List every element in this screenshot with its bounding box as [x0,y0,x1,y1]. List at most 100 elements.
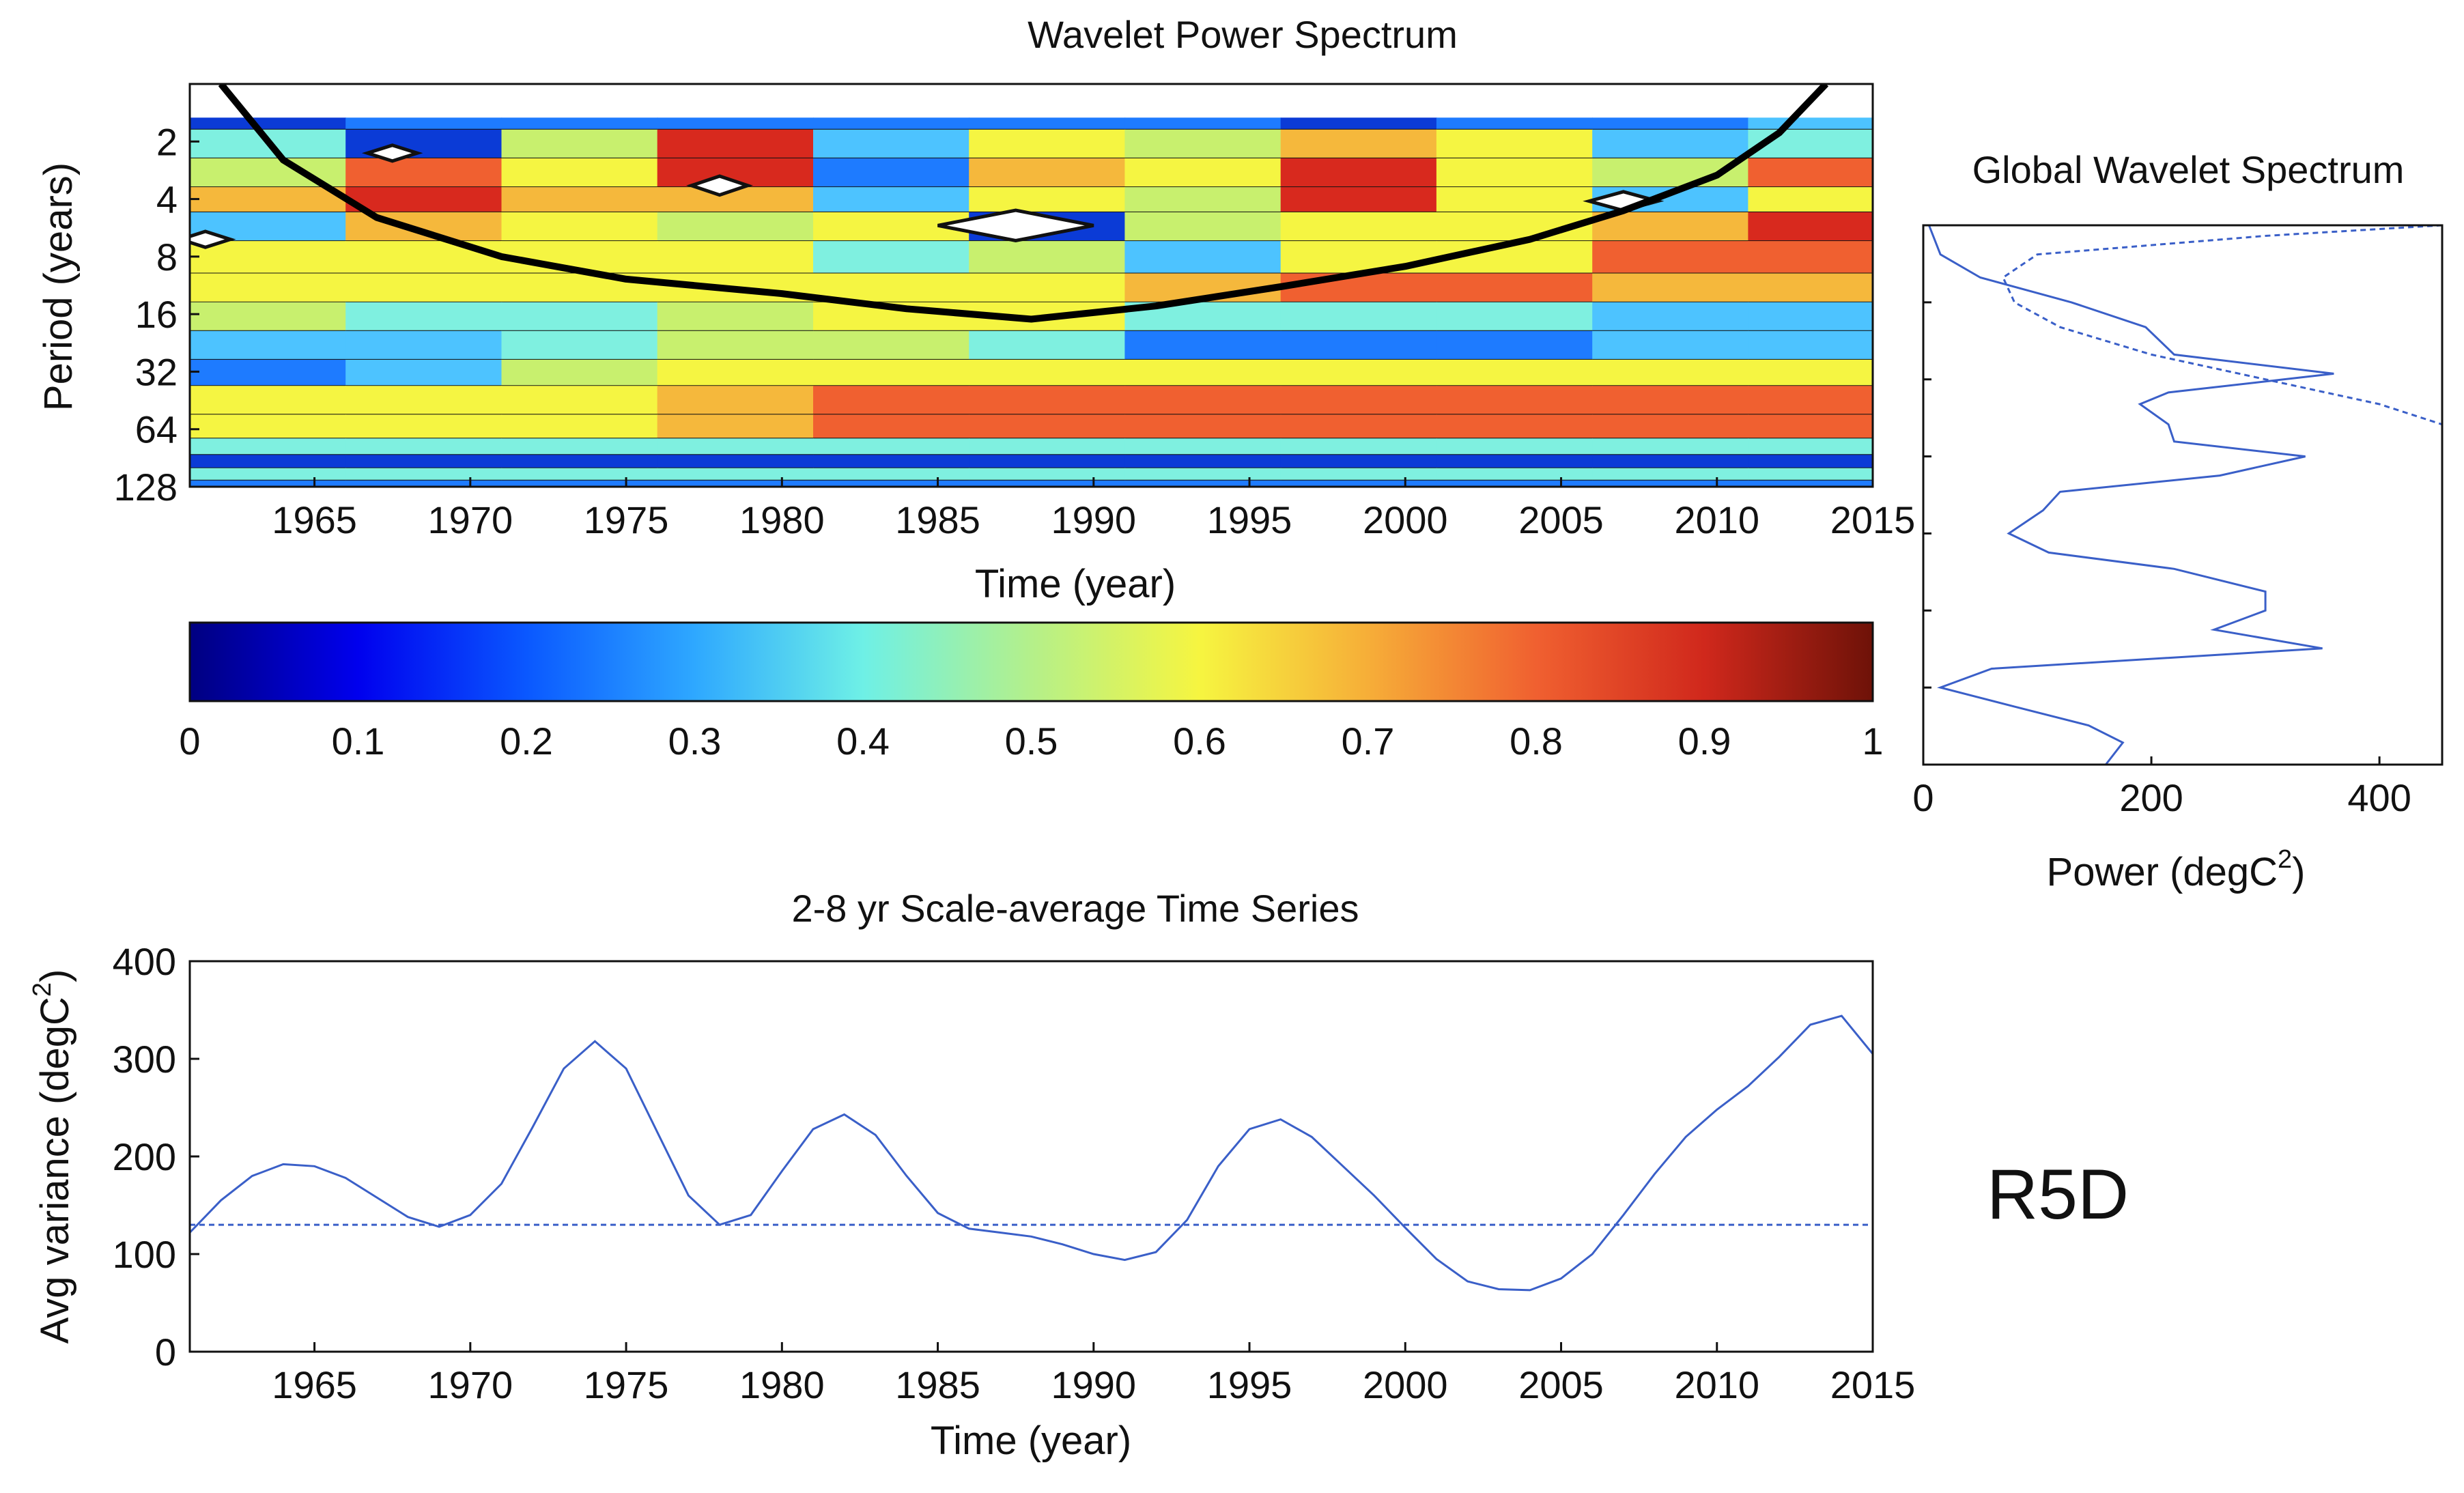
heatmap-cell [190,241,346,274]
heatmap-cell [345,117,502,130]
global-significance-line [2002,224,2443,426]
heatmap-cell [1748,330,1873,360]
global-x-tick-label: 200 [2119,776,2183,819]
heatmap-cell [1748,158,1873,188]
heatmap-cell [1124,158,1281,188]
heatmap-cell [501,480,658,487]
wavelet-x-tick-label: 2015 [1830,498,1916,541]
wavelet-x-tick-label: 1980 [739,498,825,541]
heatmap-cell [345,468,502,481]
heatmap-cell [1124,117,1281,130]
heatmap-cell [1748,187,1873,213]
heatmap-cell [1436,386,1593,416]
wavelet-heatmap [190,84,1873,487]
heatmap-cell [969,117,1126,130]
heatmap-cell [190,386,346,416]
colorbar-tick-label: 1 [1862,720,1883,763]
global-series [1928,224,2443,765]
heatmap-cell [345,480,502,487]
heatmap-cell [657,386,814,416]
global-wavelet-panel: Global Wavelet Spectrum 0 200 400 Power (d… [1912,148,2444,894]
heatmap-cell [190,438,346,456]
scale-average-y-tick-label: 200 [113,1135,176,1178]
heatmap-cell [1436,468,1593,481]
heatmap-cell [1748,241,1873,274]
significance-contour [686,174,753,197]
wavelet-y-tick-label: 64 [135,408,178,451]
heatmap-cell [969,480,1126,487]
global-y-ticks [1923,301,1931,689]
wavelet-power-panel: Wavelet Power Spectrum 2 4 8 16 32 64 128 1965… [36,13,1915,606]
heatmap-cell [1124,129,1281,159]
wavelet-x-ticks: 1965 1970 1975 1980 1985 1990 1995 2000 2005 2010… [272,477,1915,541]
scale-average-y-tick-label: 100 [113,1233,176,1276]
heatmap-cell [1124,330,1281,360]
scale-average-x-tick-label: 2015 [1830,1363,1916,1406]
heatmap-cell [1436,330,1593,360]
heatmap-cell [501,187,658,213]
heatmap-cell [1748,386,1873,416]
scale-average-x-tick-label: 1970 [428,1363,513,1406]
colorbar-tick-label: 0.4 [836,720,890,763]
heatmap-cell [1592,330,1749,360]
wavelet-y-tick-label: 2 [156,120,178,163]
heatmap-cell [969,129,1126,159]
heatmap-cell [657,330,814,360]
scale-average-x-tick-label: 2010 [1674,1363,1759,1406]
scale-average-y-label: Avg variance (degC2) [28,969,77,1344]
heatmap-cell [1124,455,1281,469]
scale-average-x-tick-label: 1965 [272,1363,357,1406]
heatmap-cell [345,455,502,469]
wavelet-y-tick-label: 16 [135,293,178,336]
scale-average-y-tick-label: 0 [155,1331,176,1374]
heatmap-cell [657,480,814,487]
heatmap-cell [1280,386,1437,416]
heatmap-cell [1280,480,1437,487]
heatmap-cell [345,438,502,456]
heatmap-cell [657,117,814,130]
wavelet-y-ticks: 2 4 8 16 32 64 128 [114,120,199,509]
scale-average-y-tick-label: 300 [113,1038,176,1081]
heatmap-cell [1436,302,1593,332]
heatmap-cell [813,386,969,416]
heatmap-cell [1280,212,1437,242]
wavelet-title: Wavelet Power Spectrum [1028,13,1458,56]
heatmap-cell [1124,386,1281,416]
heatmap-cell [969,330,1126,360]
heatmap-cell [1280,330,1437,360]
heatmap-cell [969,414,1126,440]
scale-average-series [188,1014,1874,1292]
scale-average-x-label: Time (year) [931,1419,1131,1463]
heatmap-cell [1748,117,1873,130]
heatmap-cell [1436,158,1593,188]
coi-curve [218,84,1829,323]
colorbar: 0 0.1 0.2 0.3 0.4 0.5 0.6 0.7 0.8 0.9 1 [179,621,1884,763]
heatmap-cell [501,468,658,481]
colorbar-tick-label: 0.1 [332,720,385,763]
colorbar-tick-label: 0.9 [1678,720,1731,763]
heatmap-cell [190,468,346,481]
heatmap-cell [813,468,969,481]
heatmap-cell [1592,386,1749,416]
wavelet-y-tick-label: 8 [156,236,178,279]
heatmap-cell [345,359,502,386]
heatmap-cell [501,158,658,188]
panel-label: R5D [1987,1155,2129,1234]
heatmap-cell [813,359,969,386]
colorbar-ticks: 0 0.1 0.2 0.3 0.4 0.5 0.6 0.7 0.8 0.9 1 [179,720,1883,763]
wavelet-x-tick-label: 1990 [1051,498,1137,541]
heatmap-cell [969,455,1126,469]
wavelet-x-tick-label: 1970 [428,498,513,541]
heatmap-cell [1124,480,1281,487]
cone-of-influence [218,84,1829,323]
heatmap-cell [1124,241,1281,274]
heatmap-cell [813,158,969,188]
heatmap-cell [1280,129,1437,159]
scale-average-x-tick-label: 1985 [895,1363,980,1406]
significance-contour [190,229,236,249]
heatmap-cell [1280,455,1437,469]
heatmap-cell [1280,468,1437,481]
wavelet-axes-frame [188,83,1874,488]
heatmap-cell [190,302,346,332]
